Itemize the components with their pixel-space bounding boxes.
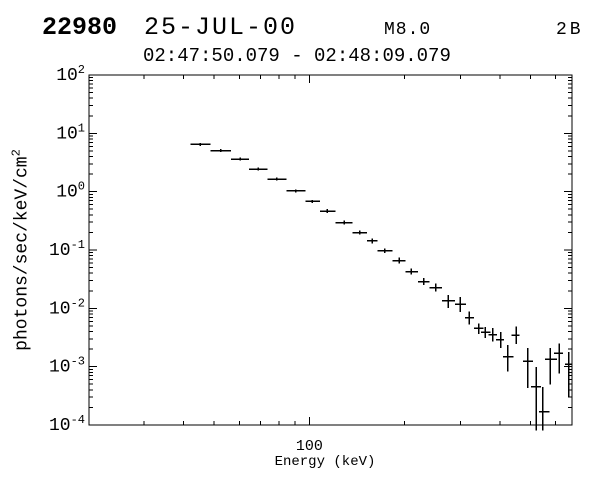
data-point (392, 257, 406, 264)
data-point (417, 278, 430, 286)
data-point (530, 366, 542, 431)
data-point (367, 238, 378, 244)
optical-class: 2B (556, 20, 584, 40)
data-point (249, 167, 268, 171)
flare-date: 25-JUL-00 (144, 13, 298, 42)
data-point (405, 268, 418, 275)
plot-frame (88, 74, 573, 426)
data-point (511, 326, 520, 344)
data-point (267, 177, 287, 181)
y-tick-label: 10-4 (49, 413, 85, 436)
data-point (544, 348, 557, 385)
data-point (464, 311, 474, 325)
data-point (503, 345, 514, 372)
y-tick-label: 102 (56, 63, 85, 86)
data-point (522, 348, 533, 388)
data-point (554, 343, 564, 374)
data-point (320, 209, 336, 213)
data-point (210, 149, 232, 153)
y-axis-label: photons/sec/keV/cm2 (10, 149, 33, 351)
data-point (429, 283, 442, 292)
data-point (335, 220, 353, 225)
data-point (565, 352, 572, 398)
burst-number: 22980 (42, 13, 118, 42)
data-point (496, 332, 504, 348)
x-tick-label: 100 (296, 438, 323, 455)
y-tick-label: 10-3 (49, 355, 85, 378)
y-tick-label: 101 (56, 121, 85, 144)
xray-class: M8.0 (384, 20, 432, 40)
data-point (454, 297, 466, 312)
data-point (473, 323, 484, 335)
data-point (481, 326, 491, 338)
y-axis-label-text: photons/sec/keV/cm (12, 156, 33, 351)
data-point (352, 230, 367, 235)
y-tick-label: 10-2 (49, 296, 85, 319)
data-point (377, 248, 393, 254)
y-tick-label: 10-1 (49, 238, 85, 261)
time-interval: 02:47:50.079 - 02:48:09.079 (143, 45, 451, 67)
data-point (231, 157, 250, 161)
data-point (441, 295, 455, 309)
x-axis-label: Energy (keV) (274, 454, 376, 470)
data-point (539, 386, 550, 431)
data-point (305, 199, 320, 203)
y-axis-label-exponent: 2 (9, 149, 24, 157)
data-point (190, 142, 211, 146)
y-tick-label: 100 (56, 180, 85, 203)
data-point (286, 189, 306, 193)
data-point (488, 328, 498, 342)
